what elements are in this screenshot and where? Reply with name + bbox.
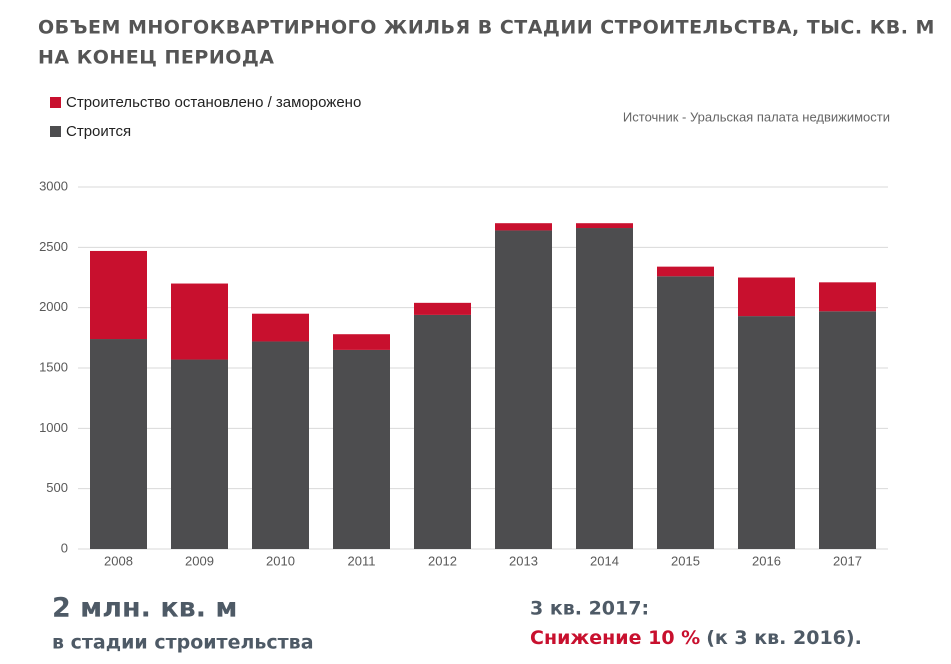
chart-title: ОБЪЕМ МНОГОКВАРТИРНОГО ЖИЛЬЯ В СТАДИИ СТ… (38, 17, 935, 39)
bar-segment (738, 316, 795, 549)
x-tick-label: 2015 (671, 553, 700, 568)
x-tick-label: 2014 (590, 553, 619, 568)
x-tick-label: 2012 (428, 553, 457, 568)
bar-segment (495, 230, 552, 549)
bar-segment (171, 359, 228, 549)
annotation: в стадии строительства (52, 632, 314, 654)
bar-segment (576, 223, 633, 229)
bar-segment (657, 276, 714, 549)
x-tick-label: 2016 (752, 553, 781, 568)
bar-segment (171, 283, 228, 360)
bar-segment (333, 334, 390, 350)
y-tick-label: 2500 (39, 239, 68, 254)
bar-segment (576, 228, 633, 549)
annotation: 2 млн. кв. м (52, 593, 237, 624)
y-tick-label: 1500 (39, 359, 68, 374)
x-tick-label: 2017 (833, 553, 862, 568)
annotation: Снижение 10 % (530, 627, 700, 649)
y-tick-label: 1000 (39, 420, 68, 435)
bar-segment (819, 282, 876, 312)
x-tick-label: 2010 (266, 553, 295, 568)
bar-segment (819, 311, 876, 549)
y-tick-label: 0 (61, 540, 68, 555)
legend-label: Строится (66, 123, 131, 140)
y-tick-label: 500 (46, 480, 68, 495)
bar-segment (657, 266, 714, 277)
bar-segment (495, 223, 552, 231)
x-tick-label: 2013 (509, 553, 538, 568)
bar-segment (414, 302, 471, 315)
annotation: 3 кв. 2017: (530, 598, 649, 620)
source: Источник - Уральская палата недвижимости (623, 109, 890, 124)
y-tick-label: 3000 (39, 178, 68, 193)
bar-segment (252, 313, 309, 342)
legend-swatch (50, 126, 61, 137)
bar-segment (738, 277, 795, 317)
bar-segment (90, 250, 147, 340)
x-tick-label: 2008 (104, 553, 133, 568)
legend-label: Строительство остановлено / заморожено (66, 94, 361, 111)
bar-segment (90, 339, 147, 549)
bar-segment (252, 341, 309, 549)
bar-segment (414, 314, 471, 549)
legend-swatch (50, 97, 61, 108)
x-tick-label: 2011 (348, 553, 376, 568)
chart-subtitle: НА КОНЕЦ ПЕРИОДА (38, 47, 275, 69)
annotation: (к 3 кв. 2016). (706, 627, 862, 649)
x-tick-label: 2009 (185, 553, 214, 568)
bar-segment (333, 349, 390, 549)
annotation: Снижение 10 % (к 3 кв. 2016). (530, 627, 862, 649)
y-tick-label: 2000 (39, 299, 68, 314)
